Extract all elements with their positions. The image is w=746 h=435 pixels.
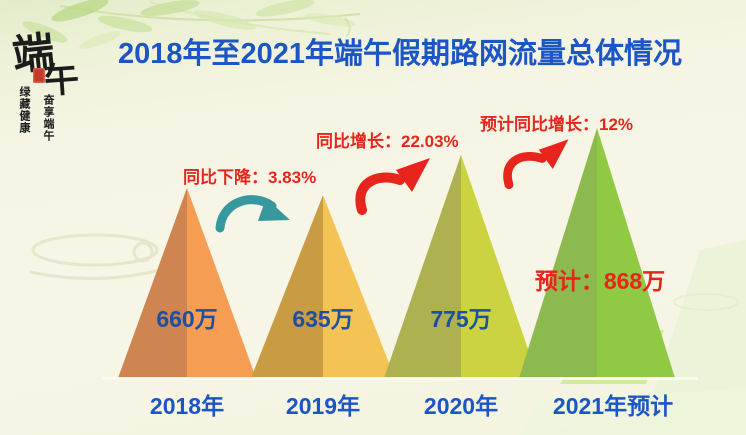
mountain-2020年-right (461, 154, 538, 378)
mountain-2021年预计-right (597, 128, 675, 378)
mountain-2019年-right (323, 195, 395, 378)
mountain-2021年预计-left (519, 128, 597, 378)
axis-label-2018: 2018年 (149, 393, 225, 419)
value-label-2018: 660万 (156, 306, 218, 332)
increase-curve-arrow-icon-1 (355, 158, 430, 215)
value-label-2019: 635万 (292, 306, 354, 332)
logo-vertical-text-1: 绿藏健康 (18, 86, 31, 134)
mountain-2018年-right (187, 187, 256, 378)
red-seal-icon (33, 68, 45, 83)
page-title: 2018年至2021年端午假期路网流量总体情况 (117, 38, 683, 70)
axis-label-2020: 2020年 (423, 393, 499, 419)
increase-curve-arrow-icon-2 (503, 139, 569, 190)
baseline (102, 377, 698, 380)
annotation-2021-forecast-increase: 预计同比增长：12% (480, 115, 634, 134)
mountain-2018年-left (118, 187, 187, 378)
annotation-2019-decrease: 同比下降：3.83% (183, 168, 317, 187)
decrease-curve-arrow-icon (215, 195, 290, 233)
logo-vertical-text-2: 奋享端午 (42, 94, 55, 142)
value-label-2021-forecast: 预计：868万 (534, 268, 666, 294)
mountain-2020年-left (384, 154, 461, 378)
axis-label-2019: 2019年 (285, 393, 361, 419)
value-label-2020: 775万 (430, 306, 492, 332)
mountain-2019年-left (251, 195, 323, 378)
annotation-2020-increase: 同比增长：22.03% (316, 132, 459, 151)
axis-label-2021: 2021年预计 (552, 393, 674, 419)
duanwu-calligraphy-logo: 端 午 绿藏健康 奋享端午 (0, 0, 110, 170)
